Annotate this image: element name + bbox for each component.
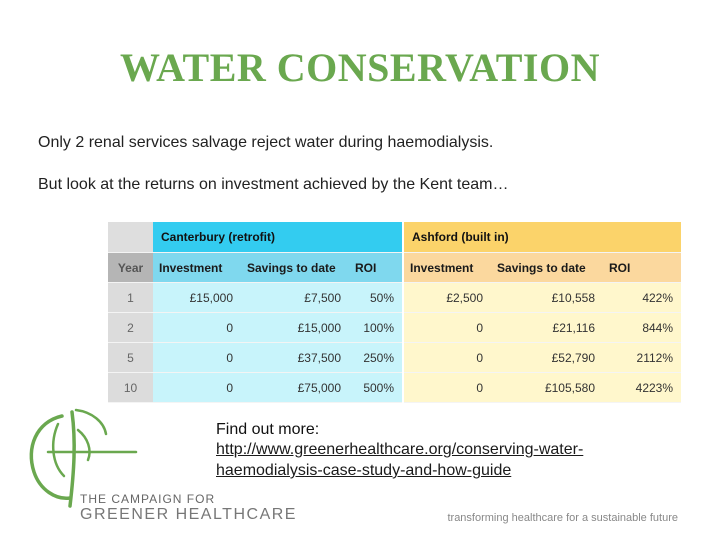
cell-ashford-savings: £10,558 <box>491 282 604 313</box>
col-header-canterbury-savings: Savings to date <box>241 252 349 283</box>
cell-canterbury-investment: 0 <box>153 312 241 343</box>
cell-canterbury-investment: 0 <box>153 372 241 403</box>
col-header-year: Year <box>108 252 153 283</box>
cell-ashford-investment: 0 <box>403 342 492 373</box>
table-column-header-row: Year Investment Savings to date ROI Inve… <box>108 252 682 283</box>
col-header-canterbury-investment: Investment <box>153 252 241 283</box>
cell-ashford-savings: £21,116 <box>491 312 604 343</box>
slide-title: WATER CONSERVATION <box>120 45 600 90</box>
cell-canterbury-roi: 100% <box>349 312 405 343</box>
roi-table: Canterbury (retrofit) Ashford (built in)… <box>108 222 682 403</box>
col-header-canterbury-roi: ROI <box>349 252 405 283</box>
cell-ashford-investment: 0 <box>403 312 492 343</box>
cell-ashford-roi: 2112% <box>603 342 682 373</box>
cell-canterbury-roi: 500% <box>349 372 405 403</box>
logo-text-line2: GREENER HEALTHCARE <box>80 506 297 523</box>
intro-text-1: Only 2 renal services salvage reject wat… <box>38 134 494 151</box>
cell-year: 1 <box>108 282 153 313</box>
table-corner <box>108 222 153 253</box>
table-group-header-row: Canterbury (retrofit) Ashford (built in) <box>108 222 682 253</box>
cell-ashford-roi: 422% <box>603 282 682 313</box>
cell-ashford-savings: £52,790 <box>491 342 604 373</box>
find-out-more-label: Find out more: <box>216 421 320 438</box>
cell-ashford-savings: £105,580 <box>491 372 604 403</box>
cell-canterbury-investment: 0 <box>153 342 241 373</box>
table-row: 5 0 £37,500 250% 0 £52,790 2112% <box>108 342 682 373</box>
cell-ashford-roi: 4223% <box>603 372 682 403</box>
greener-healthcare-logo-icon <box>29 408 138 508</box>
cell-ashford-investment: £2,500 <box>403 282 492 313</box>
table-row: 1 £15,000 £7,500 50% £2,500 £10,558 422% <box>108 282 682 313</box>
col-header-ashford-roi: ROI <box>603 252 682 283</box>
group-header-ashford: Ashford (built in) <box>403 222 682 253</box>
col-header-ashford-savings: Savings to date <box>491 252 604 283</box>
table-row: 10 0 £75,000 500% 0 £105,580 4223% <box>108 372 682 403</box>
cell-year: 10 <box>108 372 153 403</box>
cell-canterbury-savings: £37,500 <box>241 342 349 373</box>
footer-tagline: transforming healthcare for a sustainabl… <box>447 512 678 524</box>
cell-canterbury-savings: £7,500 <box>241 282 349 313</box>
logo-text-line1: THE CAMPAIGN FOR <box>80 492 216 506</box>
case-study-link[interactable]: http://www.greenerhealthcare.org/conserv… <box>216 441 584 458</box>
cell-canterbury-roi: 250% <box>349 342 405 373</box>
cell-ashford-investment: 0 <box>403 372 492 403</box>
cell-canterbury-savings: £75,000 <box>241 372 349 403</box>
case-study-link-continued[interactable]: haemodialysis-case-study-and-how-guide <box>216 462 512 479</box>
cell-year: 2 <box>108 312 153 343</box>
group-header-canterbury: Canterbury (retrofit) <box>153 222 405 253</box>
cell-canterbury-roi: 50% <box>349 282 405 313</box>
cell-year: 5 <box>108 342 153 373</box>
intro-text-2: But look at the returns on investment ac… <box>38 176 509 193</box>
cell-ashford-roi: 844% <box>603 312 682 343</box>
cell-canterbury-savings: £15,000 <box>241 312 349 343</box>
cell-canterbury-investment: £15,000 <box>153 282 241 313</box>
table-row: 2 0 £15,000 100% 0 £21,116 844% <box>108 312 682 343</box>
col-header-ashford-investment: Investment <box>403 252 492 283</box>
